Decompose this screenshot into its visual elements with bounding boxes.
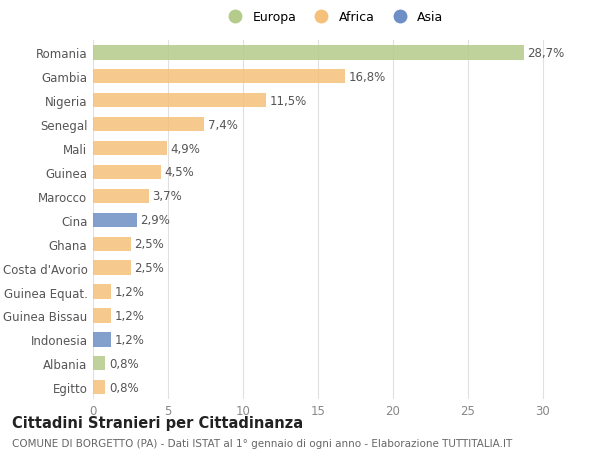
Bar bbox=[93, 46, 523, 61]
Bar bbox=[93, 165, 161, 180]
Text: 2,9%: 2,9% bbox=[140, 214, 170, 227]
Bar bbox=[93, 356, 105, 371]
Bar bbox=[93, 332, 111, 347]
Bar bbox=[93, 118, 204, 132]
Text: 11,5%: 11,5% bbox=[269, 95, 307, 107]
Text: 2,5%: 2,5% bbox=[134, 262, 164, 274]
Text: Cittadini Stranieri per Cittadinanza: Cittadini Stranieri per Cittadinanza bbox=[12, 415, 303, 431]
Text: 1,2%: 1,2% bbox=[115, 309, 145, 322]
Text: 4,9%: 4,9% bbox=[170, 142, 200, 155]
Bar bbox=[93, 237, 131, 252]
Text: 0,8%: 0,8% bbox=[109, 381, 139, 394]
Text: 16,8%: 16,8% bbox=[349, 71, 386, 84]
Bar bbox=[93, 308, 111, 323]
Text: 3,7%: 3,7% bbox=[152, 190, 182, 203]
Text: COMUNE DI BORGETTO (PA) - Dati ISTAT al 1° gennaio di ogni anno - Elaborazione T: COMUNE DI BORGETTO (PA) - Dati ISTAT al … bbox=[12, 438, 512, 448]
Text: 4,5%: 4,5% bbox=[164, 166, 194, 179]
Text: 0,8%: 0,8% bbox=[109, 357, 139, 370]
Bar bbox=[93, 261, 131, 275]
Bar bbox=[93, 94, 265, 108]
Text: 1,2%: 1,2% bbox=[115, 285, 145, 298]
Legend: Europa, Africa, Asia: Europa, Africa, Asia bbox=[218, 6, 449, 29]
Text: 2,5%: 2,5% bbox=[134, 238, 164, 251]
Text: 28,7%: 28,7% bbox=[527, 47, 565, 60]
Bar bbox=[93, 189, 149, 204]
Text: 7,4%: 7,4% bbox=[208, 118, 238, 131]
Bar bbox=[93, 213, 137, 228]
Text: 1,2%: 1,2% bbox=[115, 333, 145, 346]
Bar bbox=[93, 380, 105, 395]
Bar bbox=[93, 285, 111, 299]
Bar bbox=[93, 141, 167, 156]
Bar bbox=[93, 70, 345, 84]
